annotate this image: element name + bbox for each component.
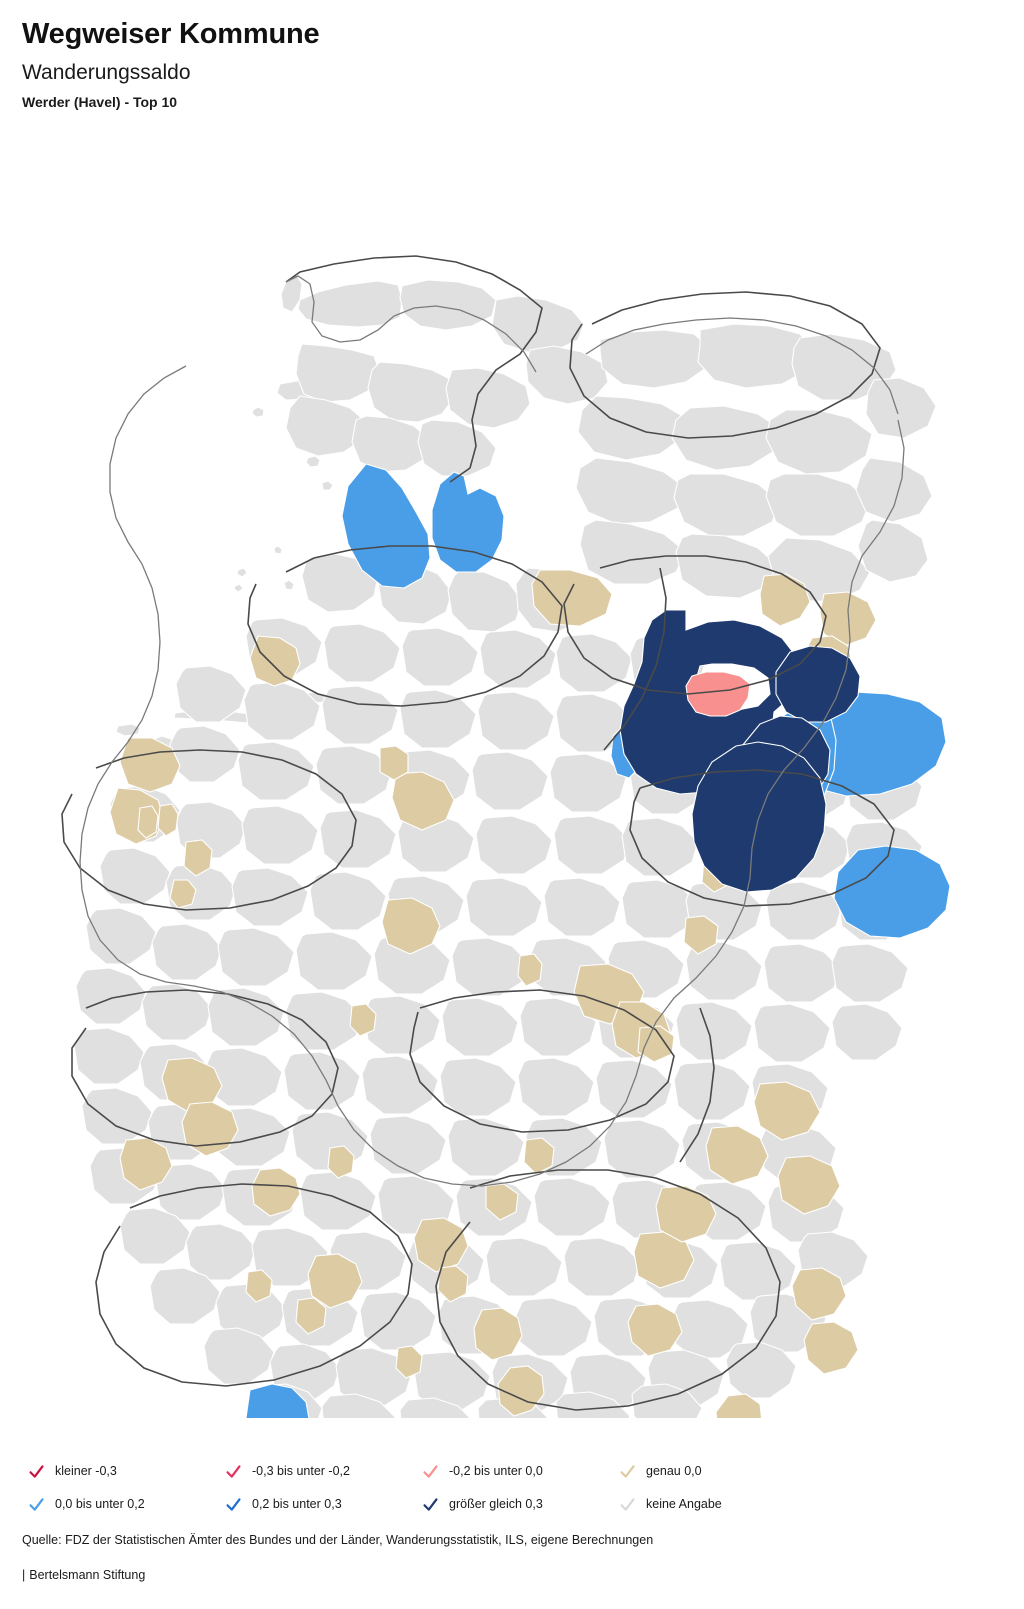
district-tan[interactable]: [627, 1303, 683, 1357]
district-tan[interactable]: [181, 1101, 239, 1157]
map-base-layer: [61, 255, 951, 1418]
check-icon: [226, 1498, 241, 1511]
legend-row-1: kleiner -0,3 -0,3 bis unter -0,2 -0,2 bi…: [0, 1455, 1024, 1488]
district-tan[interactable]: [753, 1081, 821, 1141]
legend-item-keine-angabe[interactable]: keine Angabe: [591, 1496, 788, 1513]
district-tan[interactable]: [295, 1297, 327, 1335]
check-icon: [29, 1465, 44, 1478]
legend-label: -0,2 bis unter 0,0: [449, 1464, 543, 1479]
district-tan[interactable]: [169, 879, 197, 909]
district-tan[interactable]: [517, 953, 543, 987]
district-tan[interactable]: [413, 1217, 469, 1273]
district-werder-havel-selected[interactable]: [685, 671, 751, 717]
legend-item-genau-zero[interactable]: genau 0,0: [591, 1463, 788, 1480]
legend-row-2: 0,0 bis unter 0,2 0,2 bis unter 0,3 größ…: [0, 1488, 1024, 1521]
district-tan[interactable]: [327, 1145, 355, 1179]
legend-label: 0,2 bis unter 0,3: [252, 1497, 342, 1512]
country-outline: [79, 275, 905, 1187]
page-title: Wegweiser Kommune: [22, 18, 320, 50]
district-tan[interactable]: [683, 915, 719, 955]
district-hamburg[interactable]: [431, 471, 505, 573]
state-borders: [61, 255, 895, 1411]
district-tan[interactable]: [485, 1183, 519, 1221]
district-tan[interactable]: [379, 745, 409, 781]
district-tan[interactable]: [531, 569, 613, 627]
region-label: Werder (Havel) - Top 10: [22, 94, 178, 111]
district-tan[interactable]: [251, 1167, 301, 1217]
page-subtitle: Wanderungssaldo: [22, 61, 191, 85]
district-tan[interactable]: [395, 1345, 423, 1379]
district-tan[interactable]: [349, 1003, 377, 1037]
district-tan[interactable]: [119, 1137, 173, 1191]
check-icon: [226, 1465, 241, 1478]
page-footer: Quelle: FDZ der Statistischen Ämter des …: [22, 1533, 1002, 1583]
check-icon: [423, 1465, 438, 1478]
attribution-text: Bertelsmann Stiftung: [29, 1568, 146, 1582]
district-tan[interactable]: [791, 1267, 847, 1321]
check-icon: [29, 1498, 44, 1511]
check-icon: [620, 1498, 635, 1511]
legend-item-kleiner-minus03[interactable]: kleiner -0,3: [0, 1463, 197, 1480]
district-tan[interactable]: [157, 803, 179, 837]
legend-label: genau 0,0: [646, 1464, 702, 1479]
district-tan[interactable]: [137, 805, 159, 839]
district-tan[interactable]: [473, 1307, 523, 1361]
legend-item-minus03-minus02[interactable]: -0,3 bis unter -0,2: [197, 1463, 394, 1480]
attribution: | Bertelsmann Stiftung: [22, 1568, 1002, 1583]
district-schwarzwald-baar[interactable]: [245, 1383, 310, 1418]
district-tan[interactable]: [523, 1137, 555, 1175]
map-legend: kleiner -0,3 -0,3 bis unter -0,2 -0,2 bi…: [0, 1455, 1024, 1521]
district-stade[interactable]: [341, 463, 431, 589]
check-icon: [423, 1498, 438, 1511]
legend-label: 0,0 bis unter 0,2: [55, 1497, 145, 1512]
legend-item-zero-02[interactable]: 0,0 bis unter 0,2: [0, 1496, 197, 1513]
district-tan[interactable]: [777, 1155, 841, 1215]
legend-item-groesser-gleich-03[interactable]: größer gleich 0,3: [394, 1496, 591, 1513]
district-tan[interactable]: [705, 1125, 769, 1185]
legend-label: kleiner -0,3: [55, 1464, 117, 1479]
map-svg[interactable]: .d { fill:#E0E0E0; stroke:#FFFFFF; strok…: [0, 128, 1024, 1418]
legend-label: keine Angabe: [646, 1497, 722, 1512]
district-tan[interactable]: [381, 897, 441, 955]
district-tan[interactable]: [759, 573, 811, 627]
district-tan[interactable]: [437, 1265, 469, 1303]
district-tan[interactable]: [391, 771, 455, 831]
district-tan[interactable]: [715, 1393, 763, 1418]
district-tan[interactable]: [183, 839, 213, 877]
check-icon: [620, 1465, 635, 1478]
legend-label: größer gleich 0,3: [449, 1497, 543, 1512]
district-dresden[interactable]: [833, 845, 951, 939]
source-text: Quelle: FDZ der Statistischen Ämter des …: [22, 1533, 654, 1547]
district-tan[interactable]: [307, 1253, 363, 1309]
germany-choropleth-map[interactable]: .d { fill:#E0E0E0; stroke:#FFFFFF; strok…: [0, 128, 1024, 1418]
district-tan[interactable]: [655, 1185, 717, 1243]
legend-item-minus02-zero[interactable]: -0,2 bis unter 0,0: [394, 1463, 591, 1480]
attribution-bar: |: [22, 1568, 26, 1582]
page-header: Wegweiser Kommune Wanderungssaldo Werder…: [0, 0, 1024, 111]
district-tan[interactable]: [803, 1321, 859, 1375]
legend-label: -0,3 bis unter -0,2: [252, 1464, 350, 1479]
legend-item-02-03[interactable]: 0,2 bis unter 0,3: [197, 1496, 394, 1513]
district-tan[interactable]: [245, 1269, 273, 1303]
